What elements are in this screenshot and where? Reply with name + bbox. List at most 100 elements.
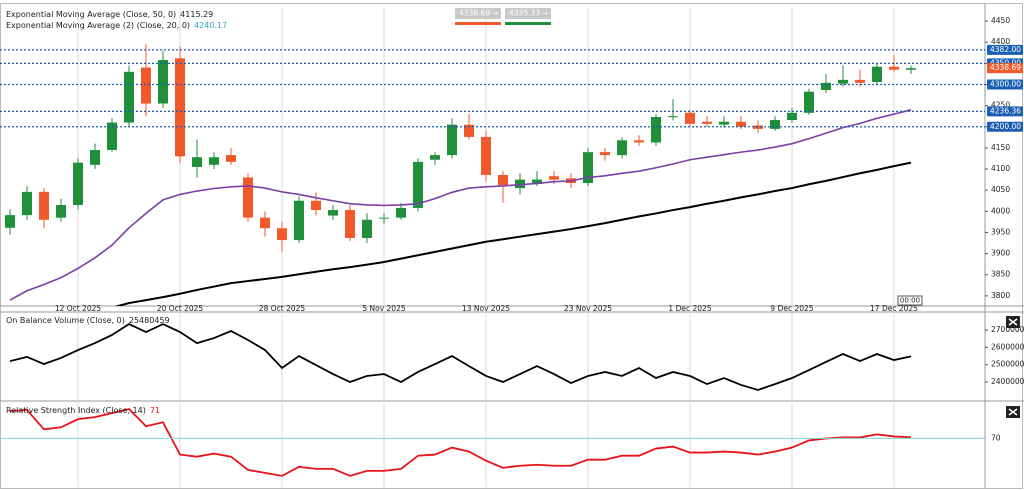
x-tick-label: 5 Nov 2025 <box>362 304 405 313</box>
candle-body <box>804 91 814 113</box>
candle-body <box>855 79 865 83</box>
level-tag <box>987 79 1023 90</box>
legend-entry: Exponential Moving Average (Close, 50, 0… <box>6 10 213 19</box>
level-tag-label: 4200.00 <box>990 122 1021 131</box>
y-tick-label: 4450 <box>991 16 1010 25</box>
candle-body <box>141 67 151 104</box>
price-tag <box>987 63 1023 74</box>
bid-arrow: → <box>492 10 498 18</box>
y-tick-label: 3800 <box>991 291 1010 300</box>
indicator-line <box>9 323 912 391</box>
legend-name: Exponential Moving Average (Close, 50, 0… <box>6 10 176 19</box>
y-tick-label: 25000000 <box>991 360 1024 369</box>
candle-body <box>872 66 882 82</box>
candle-body <box>838 79 848 84</box>
candle-body <box>260 217 270 229</box>
close-button[interactable] <box>1006 406 1020 418</box>
indicator-name: Relative Strength Index (Close, 14) <box>6 406 146 415</box>
indicator-value: 71 <box>150 406 160 415</box>
candle-body <box>430 155 440 160</box>
time-tag-label: 00:00 <box>900 297 920 305</box>
panel <box>9 323 912 391</box>
candle-body <box>90 150 100 165</box>
candle-body <box>821 82 831 91</box>
legend-entry: Exponential Moving Average (2) (Close, 2… <box>6 21 227 30</box>
y-tick-label: 3950 <box>991 227 1010 236</box>
legend-value: 4115.29 <box>180 10 213 19</box>
candle-body <box>379 217 389 219</box>
candle-body <box>294 200 304 241</box>
candle-body <box>447 124 457 156</box>
indicator-line <box>9 109 912 301</box>
candle-body <box>243 177 253 218</box>
candle-body <box>600 152 610 156</box>
candle-body <box>56 204 66 218</box>
level-tag-label: 4300.00 <box>990 80 1021 89</box>
candle-body <box>498 174 508 186</box>
candle-body <box>549 176 559 180</box>
candle-body <box>532 179 542 184</box>
candle-body <box>362 219 372 238</box>
level-tag <box>987 106 1023 117</box>
y-tick-label: 3900 <box>991 249 1010 258</box>
candle-body <box>583 152 593 183</box>
y-tick-label: 70 <box>991 433 1001 442</box>
indicator-value: 25480459 <box>129 316 170 325</box>
candle-body <box>175 58 185 157</box>
y-tick-label: 27000000 <box>991 325 1024 334</box>
candle-body <box>787 112 797 121</box>
level-tag-label: 4382.00 <box>990 45 1021 54</box>
indicator-line <box>114 161 912 306</box>
x-tick-label: 13 Nov 2025 <box>462 304 510 313</box>
level-tag <box>987 121 1023 132</box>
price-tag-label: 4338.69 <box>990 63 1021 72</box>
candle-body <box>226 155 236 162</box>
x-tick-label: 17 Dec 2025 <box>870 304 918 313</box>
y-tick-label: 4100 <box>991 164 1010 173</box>
candle-body <box>651 117 661 143</box>
x-tick-label: 20 Oct 2025 <box>157 304 204 313</box>
ask-box[interactable]: 4335.33 → <box>505 8 551 25</box>
candle-body <box>328 210 338 216</box>
x-tick-label: 28 Oct 2025 <box>259 304 306 313</box>
candle-body <box>192 157 202 167</box>
level-tag-label: 4236.36 <box>990 106 1021 115</box>
bid-box-bg <box>455 8 501 19</box>
ask-label: 4335.33 <box>509 9 540 18</box>
panel <box>9 408 912 477</box>
candle-body <box>719 121 729 125</box>
candle-body <box>685 112 695 124</box>
candle-body <box>668 116 678 118</box>
ask-bar <box>505 22 551 25</box>
bid-label: 4338.69 <box>459 9 490 18</box>
close-button[interactable] <box>1006 316 1020 328</box>
candle-body <box>277 228 287 241</box>
y-tick-label: 24000000 <box>991 377 1024 386</box>
indicator-line <box>9 408 912 477</box>
indicator-legend: On Balance Volume (Close, 0) 25480459 <box>6 316 170 325</box>
candle-body <box>413 161 423 208</box>
candle-body <box>736 121 746 127</box>
x-tick-label: 9 Dec 2025 <box>770 304 813 313</box>
indicator-name: On Balance Volume (Close, 0) <box>6 316 125 325</box>
bid-box[interactable]: 4338.69 → <box>455 8 501 25</box>
bid-bar <box>455 22 501 25</box>
candle-body <box>107 122 117 151</box>
candle-body <box>158 59 168 104</box>
x-tick-label: 1 Dec 2025 <box>668 304 711 313</box>
time-tag <box>897 295 923 306</box>
candle-body <box>906 68 916 70</box>
candle-body <box>464 124 474 137</box>
candle-body <box>39 191 49 220</box>
y-tick-label: 4050 <box>991 185 1010 194</box>
y-tick-label: 4150 <box>991 143 1010 152</box>
candle-body <box>73 162 83 205</box>
candle-body <box>515 179 525 189</box>
candle-body <box>617 140 627 156</box>
x-tick-label: 12 Oct 2025 <box>55 304 102 313</box>
y-tick-label: 4000 <box>991 206 1010 215</box>
level-tag <box>987 44 1023 55</box>
panel <box>5 44 916 306</box>
indicator-legend: Relative Strength Index (Close, 14) 71 <box>6 406 160 415</box>
